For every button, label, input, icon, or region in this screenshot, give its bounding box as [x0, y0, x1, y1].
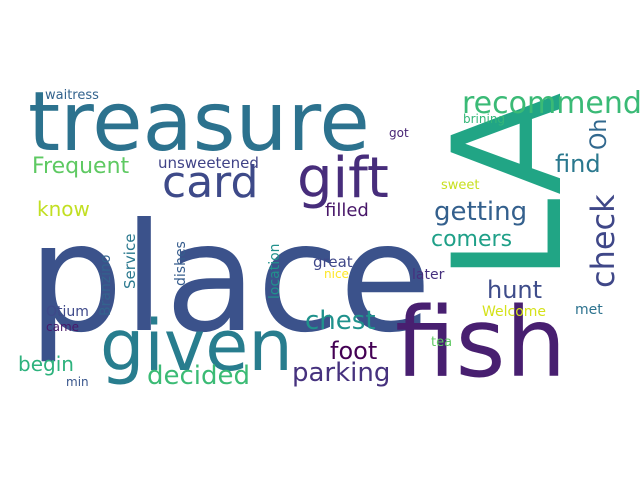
cloud-word-sweet: sweet — [441, 178, 480, 193]
cloud-word-place: place — [28, 192, 432, 366]
cloud-word-gift: gift — [297, 146, 389, 211]
cloud-word-later: later — [412, 267, 445, 283]
cloud-word-recommend: recommend — [462, 86, 640, 121]
cloud-word-know: know — [37, 197, 90, 221]
cloud-word-oh: Oh — [587, 119, 612, 150]
cloud-word-parking: parking — [292, 358, 390, 388]
cloud-word-check: check — [584, 194, 622, 288]
cloud-word-dishes: dishes — [173, 241, 189, 286]
cloud-word-fish: fish — [395, 287, 566, 399]
cloud-word-brining: brining — [463, 112, 505, 126]
cloud-word-nice: nice — [324, 267, 349, 281]
cloud-word-hunt: hunt — [487, 276, 542, 304]
cloud-word-begin: begin — [18, 352, 74, 376]
cloud-word-otium: Otium — [46, 304, 89, 320]
cloud-word-decided: decided — [147, 361, 250, 391]
cloud-word-branzino: Branzino — [98, 255, 114, 317]
cloud-word-waitress: waitress — [45, 88, 99, 103]
cloud-word-met: met — [575, 302, 603, 318]
cloud-word-find: find — [555, 150, 601, 178]
cloud-word-card: card — [162, 157, 258, 208]
cloud-word-location: location — [267, 243, 283, 299]
cloud-word-treasure: treasure — [28, 75, 370, 170]
cloud-word-came: came — [46, 320, 79, 334]
cloud-word-given: given — [100, 305, 293, 387]
cloud-word-getting: getting — [434, 197, 527, 227]
cloud-word-la: LA — [422, 92, 596, 282]
cloud-word-unsweetened: unsweetened — [158, 154, 259, 172]
cloud-word-foot: foot — [330, 337, 377, 365]
cloud-word-tea: tea — [431, 335, 452, 350]
cloud-word-frequent: Frequent — [32, 154, 130, 179]
cloud-word-min: min — [66, 375, 89, 389]
cloud-word-comers: comers — [431, 227, 512, 252]
cloud-word-filled: filled — [325, 200, 369, 221]
cloud-word-great: great — [313, 253, 353, 271]
cloud-word-got: got — [389, 126, 409, 140]
cloud-word-chest: chest — [305, 306, 376, 336]
cloud-word-welcome: Welcome — [482, 304, 546, 320]
cloud-word-service: Service — [121, 234, 139, 289]
